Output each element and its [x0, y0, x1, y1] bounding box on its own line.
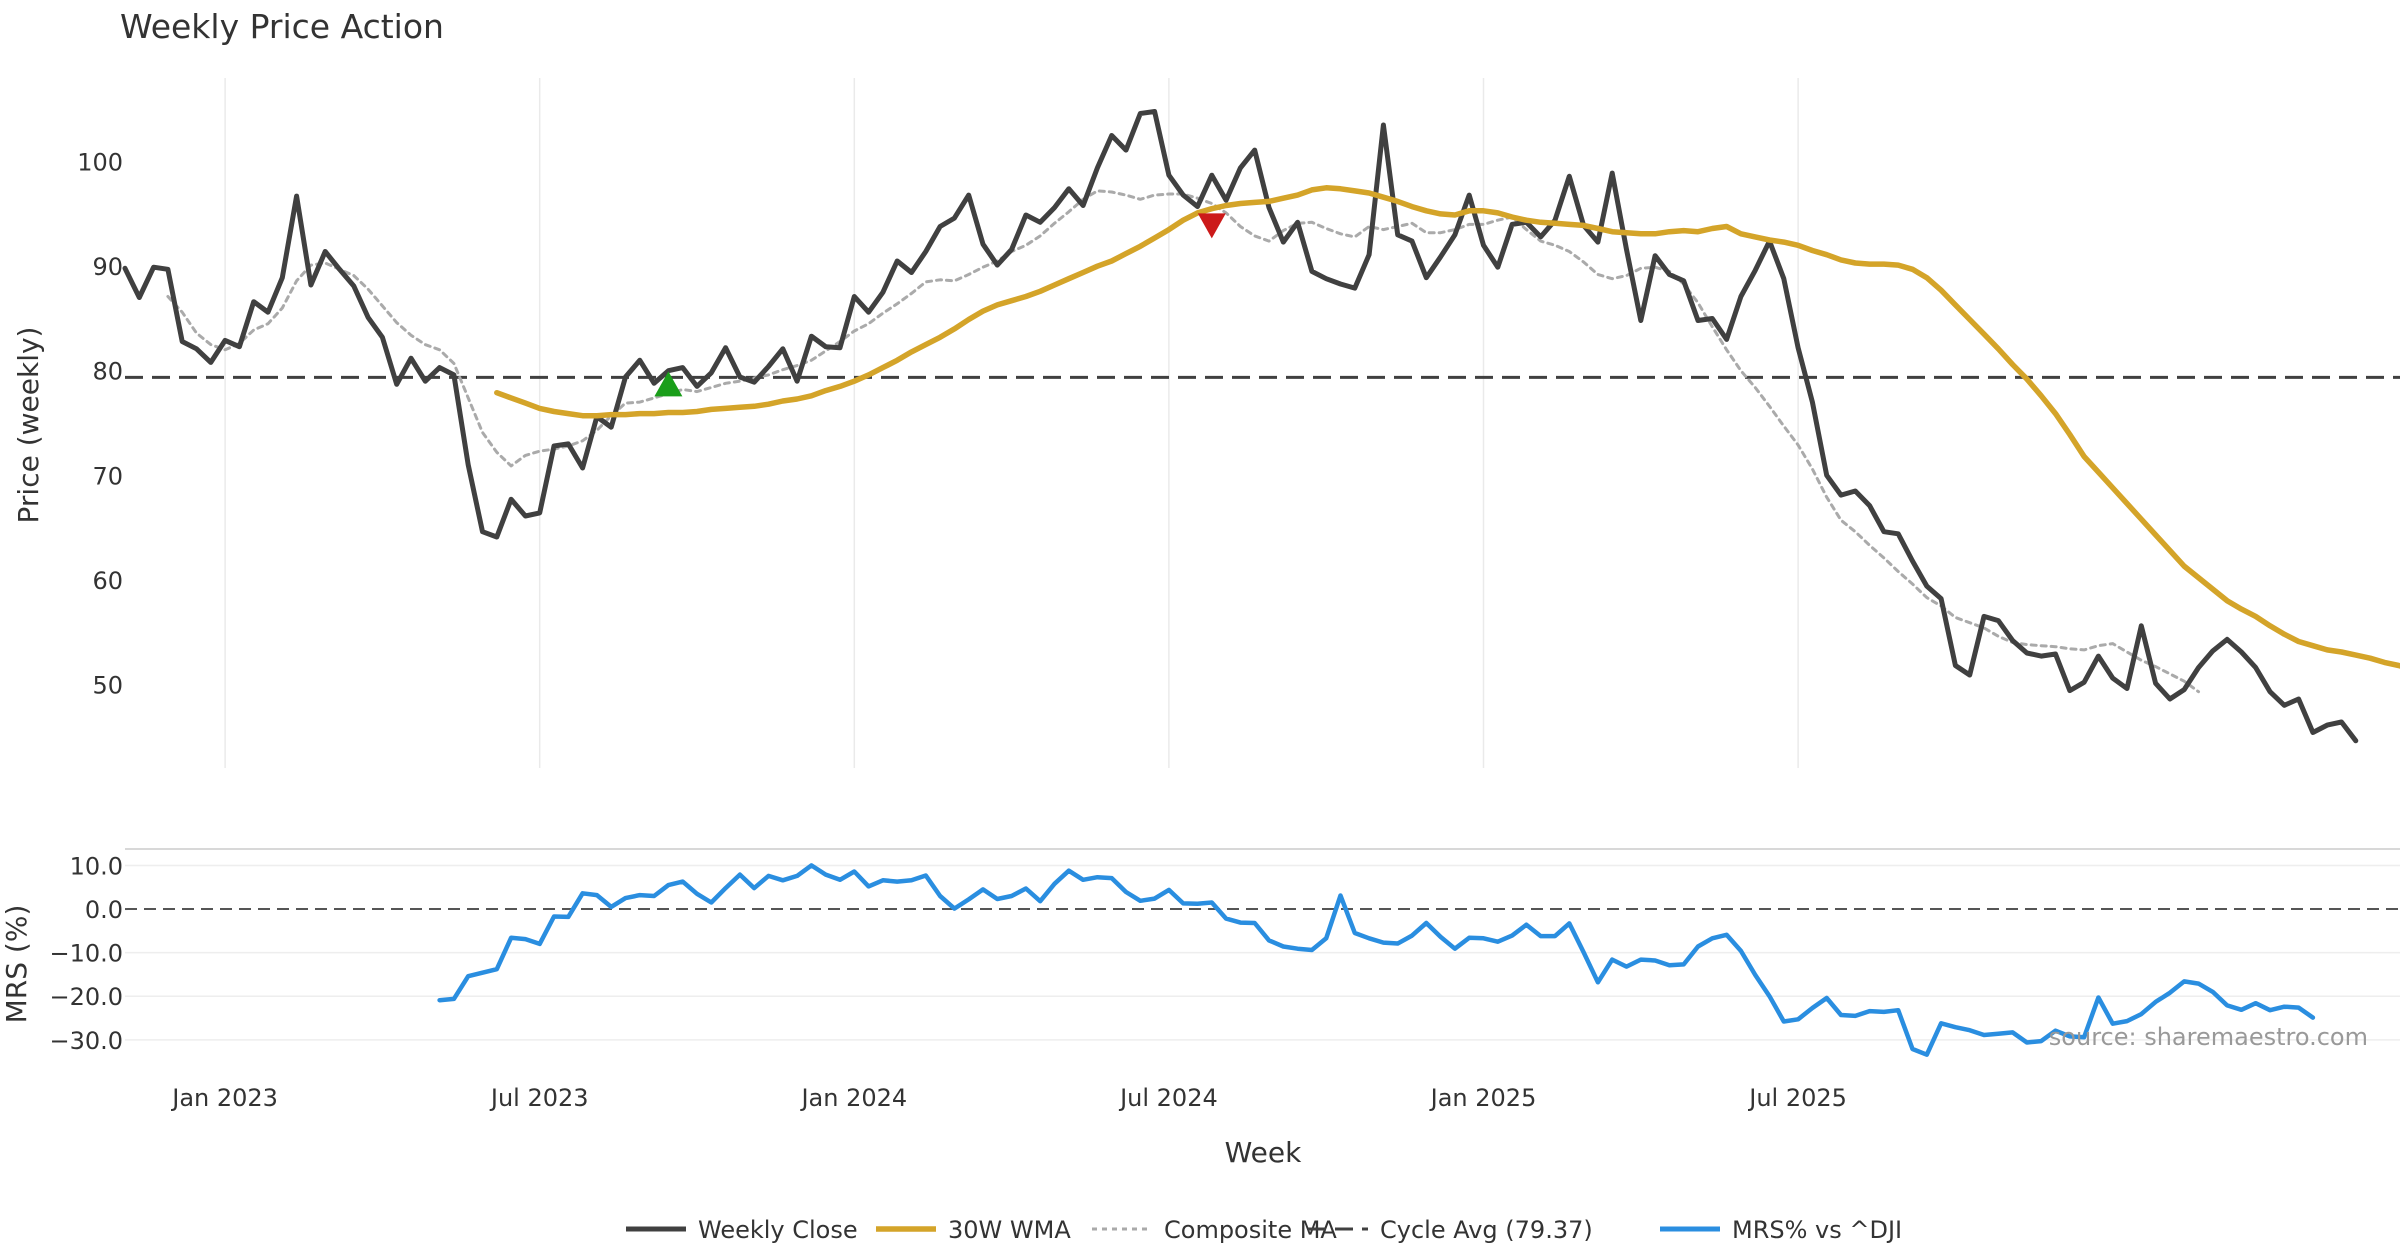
price-y-axis-title: Price (weekly)	[12, 327, 45, 524]
x-tick-label: Jan 2023	[170, 1084, 278, 1112]
series-mrs-vs-dji	[437, 863, 2316, 1057]
price-y-ticks: 50 60 70 80 90 100	[77, 149, 123, 700]
x-tick-label: Jul 2024	[1118, 1084, 1218, 1112]
mrs-y-axis-title: MRS (%)	[0, 905, 33, 1024]
signal-markers	[654, 213, 1226, 397]
x-tick-label: Jan 2025	[1429, 1084, 1537, 1112]
buy-signal-marker	[654, 371, 683, 397]
price-y-tick-label: 50	[92, 671, 123, 699]
price-y-tick-label: 70	[92, 462, 123, 490]
x-tick-label: Jul 2023	[489, 1084, 589, 1112]
series-30w-wma	[494, 185, 2400, 669]
price-series	[122, 109, 2400, 744]
legend: Weekly Close 30W WMA Composite MA Cycle Avg…	[626, 1216, 1902, 1244]
legend-label: MRS% vs ^DJI	[1732, 1216, 1902, 1244]
source-credit: source: sharemaestro.com	[2049, 1023, 2368, 1051]
mrs-y-ticks: 10.0 0.0 −10.0 −20.0 −30.0	[49, 852, 123, 1054]
mrs-y-tick-label: 0.0	[85, 896, 123, 924]
price-y-tick-label: 100	[77, 149, 123, 177]
mrs-series	[437, 863, 2316, 1057]
price-y-tick-label: 90	[92, 253, 123, 281]
mrs-y-tick-label: 10.0	[70, 852, 123, 880]
mrs-y-tick-label: −30.0	[49, 1027, 123, 1055]
legend-label: Cycle Avg (79.37)	[1380, 1216, 1593, 1244]
sell-signal-marker	[1197, 213, 1226, 239]
mrs-grid	[125, 864, 2400, 1041]
chart-title: Weekly Price Action	[120, 7, 444, 46]
mrs-y-tick-label: −20.0	[49, 983, 123, 1011]
price-y-tick-label: 80	[92, 358, 123, 386]
x-ticks: Jan 2023 Jul 2023 Jan 2024 Jul 2024 Jan 2025…	[170, 1084, 1847, 1112]
series-weekly-close	[122, 109, 2359, 744]
mrs-y-tick-label: −10.0	[49, 940, 123, 968]
x-tick-label: Jan 2024	[799, 1084, 907, 1112]
x-axis-title: Week	[1225, 1136, 1302, 1169]
legend-label: Weekly Close	[698, 1216, 858, 1244]
legend-label: 30W WMA	[948, 1216, 1071, 1244]
x-tick-label: Jul 2025	[1747, 1084, 1847, 1112]
price-y-tick-label: 60	[92, 567, 123, 595]
